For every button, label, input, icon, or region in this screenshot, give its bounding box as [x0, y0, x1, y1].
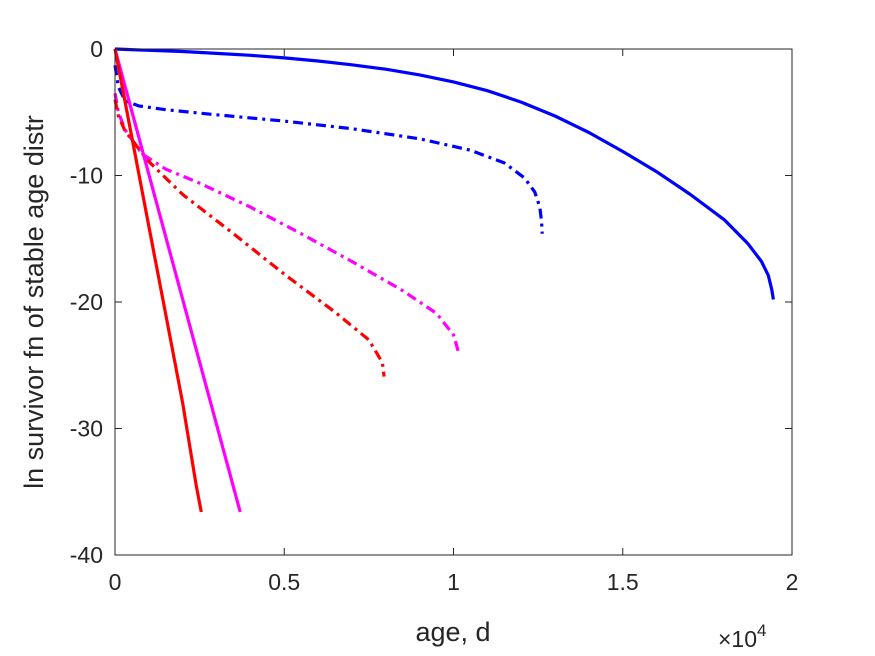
y-axis-ticks: 0 -10 -20 -30 -40 [70, 36, 792, 568]
plot-background [115, 49, 792, 555]
x-exponent-power: 4 [757, 621, 766, 640]
series-line-1 [114, 47, 775, 300]
series-line-6 [113, 48, 203, 513]
series-layer [113, 47, 775, 513]
y-tick-label-0: 0 [90, 36, 103, 62]
x-exponent-label: ×104 [718, 621, 766, 652]
x-tick-label-4: 2 [786, 569, 799, 595]
y-tick-label-3: -30 [70, 416, 103, 442]
x-exponent-base: ×10 [718, 626, 757, 652]
y-tick-label-4: -40 [70, 542, 103, 568]
series-line-2 [113, 65, 544, 234]
series-line-4 [113, 99, 386, 377]
x-tick-label-1: 0.5 [268, 569, 300, 595]
y-tick-label-2: -20 [70, 289, 103, 315]
y-tick-label-1: -10 [70, 163, 103, 189]
x-tick-label-2: 1 [447, 569, 460, 595]
y-axis-label: ln survivor fn of stable age distr [19, 115, 49, 489]
x-axis-ticks: 0 0.5 1 1.5 2 [109, 49, 799, 595]
x-tick-label-0: 0 [109, 569, 122, 595]
series-line-5 [113, 48, 242, 513]
x-axis-label: age, d [415, 617, 490, 647]
x-tick-label-3: 1.5 [607, 569, 639, 595]
